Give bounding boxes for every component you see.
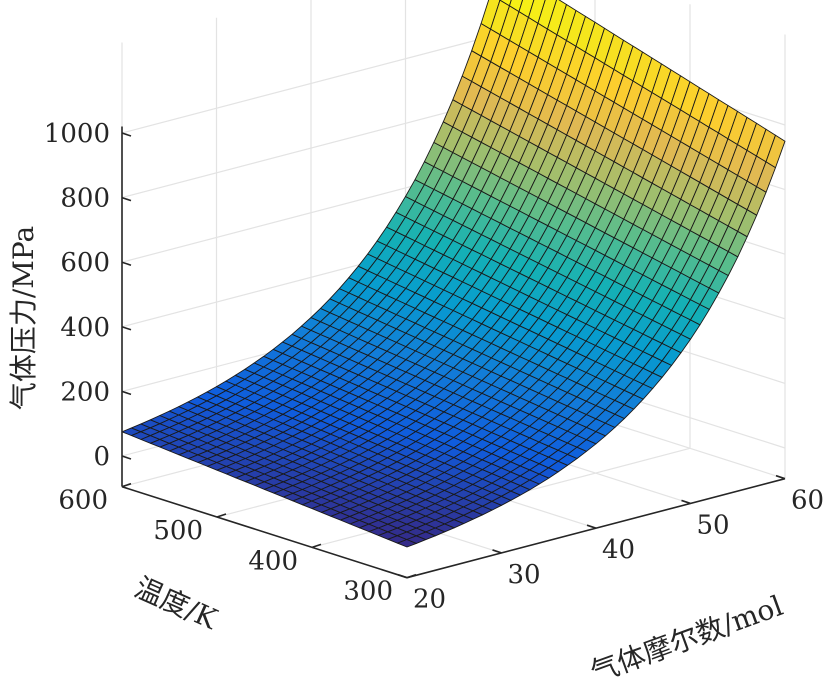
z-tick-label: 600 bbox=[60, 248, 110, 278]
z-tick-mark bbox=[121, 132, 132, 137]
y-tick-label: 300 bbox=[343, 577, 393, 607]
surface-patch bbox=[518, 0, 535, 18]
z-tick-mark bbox=[121, 390, 132, 396]
z-tick-label: 1000 bbox=[44, 119, 110, 149]
grid-line bbox=[121, 33, 501, 134]
z-tick-label: 400 bbox=[60, 313, 110, 343]
x-tick-mark bbox=[775, 474, 786, 480]
z-tick-label: 200 bbox=[60, 377, 110, 407]
x-tick-label: 20 bbox=[413, 585, 446, 615]
y-tick-mark bbox=[311, 543, 322, 549]
surface-patch bbox=[499, 0, 512, 7]
y-tick-label: 500 bbox=[153, 516, 203, 546]
x-tick-label: 50 bbox=[697, 510, 730, 540]
grid-line bbox=[121, 98, 501, 199]
y-tick-label: 600 bbox=[58, 486, 108, 516]
z-tick-mark bbox=[121, 196, 132, 202]
y-tick-label: 400 bbox=[248, 546, 298, 576]
z-tick-mark bbox=[121, 455, 132, 460]
surface-plot bbox=[121, 0, 786, 548]
z-axis-label: 气体压力/MPa bbox=[7, 226, 40, 410]
y-axis-label: 温度/K bbox=[130, 571, 223, 637]
y-axis-line bbox=[121, 485, 408, 579]
x-tick-label: 60 bbox=[791, 486, 824, 516]
x-axis-label: 气体摩尔数/mol bbox=[586, 589, 787, 689]
x-tick-mark bbox=[586, 524, 597, 529]
x-tick-label: 40 bbox=[602, 535, 635, 565]
z-tick-label: 800 bbox=[60, 184, 110, 214]
x-tick-mark bbox=[397, 573, 408, 579]
x-tick-mark bbox=[492, 549, 502, 554]
y-tick-mark bbox=[216, 513, 227, 518]
y-tick-mark bbox=[121, 482, 132, 488]
z-tick-mark bbox=[121, 261, 132, 266]
axes: 0 200 400 600 800 1000 300 400 500 600 20 30 40 50 60 bbox=[44, 119, 824, 615]
surface-patch bbox=[765, 134, 786, 169]
x-tick-label: 30 bbox=[508, 560, 541, 590]
z-tick-label: 0 bbox=[93, 442, 110, 472]
surface-patch bbox=[509, 0, 524, 13]
x-tick-mark bbox=[681, 499, 691, 505]
z-tick-mark bbox=[121, 326, 132, 331]
y-tick-mark bbox=[406, 573, 417, 579]
